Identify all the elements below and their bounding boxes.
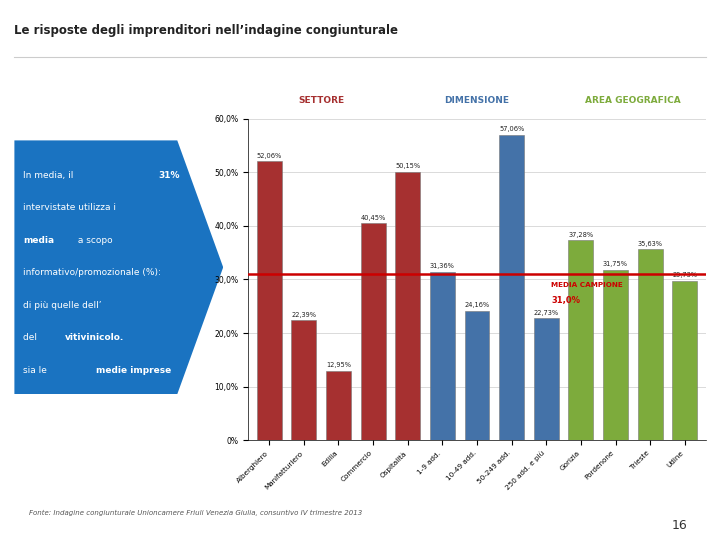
Text: 37,28%: 37,28% xyxy=(568,232,593,238)
Bar xyxy=(326,371,351,440)
Bar xyxy=(257,161,282,440)
Text: delle imprese: delle imprese xyxy=(190,171,254,180)
Text: media: media xyxy=(23,236,54,245)
Text: 35,63%: 35,63% xyxy=(638,241,662,247)
Bar xyxy=(499,134,524,440)
Text: Fonte: Indagine congiunturale Unioncamere Friuli Venezia Giulia, consuntivo IV t: Fonte: Indagine congiunturale Unioncamer… xyxy=(29,510,362,516)
Text: di più quelle dell’: di più quelle dell’ xyxy=(23,301,102,310)
Text: 31%: 31% xyxy=(158,171,180,180)
Text: 31,36%: 31,36% xyxy=(430,264,455,269)
Text: a scopo: a scopo xyxy=(75,236,112,245)
Text: micro: micro xyxy=(305,333,333,342)
Text: 12,95%: 12,95% xyxy=(326,362,351,368)
Text: informativo/promozionale (%):: informativo/promozionale (%): xyxy=(23,268,161,278)
Text: DIMENSIONE: DIMENSIONE xyxy=(444,97,510,105)
Text: vitivinicolo.: vitivinicolo. xyxy=(65,333,124,342)
Bar xyxy=(464,310,490,440)
Text: 50,15%: 50,15% xyxy=(395,163,420,169)
Bar xyxy=(638,249,662,440)
Text: del: del xyxy=(23,333,40,342)
Text: AREA GEOGRAFICA: AREA GEOGRAFICA xyxy=(585,97,680,105)
Text: social: social xyxy=(274,204,302,212)
Bar xyxy=(569,240,593,440)
Bar xyxy=(603,270,628,440)
Text: SETTORE: SETTORE xyxy=(298,97,344,105)
Text: intervistate utilizza i: intervistate utilizza i xyxy=(23,204,119,212)
Bar xyxy=(292,320,316,440)
Bar xyxy=(395,172,420,440)
Text: 31,75%: 31,75% xyxy=(603,261,628,267)
Bar xyxy=(672,281,697,440)
Text: Le risposte degli imprenditori nell’indagine congiunturale: Le risposte degli imprenditori nell’inda… xyxy=(14,24,398,37)
Text: e: e xyxy=(325,301,334,310)
Text: 40,45%: 40,45% xyxy=(361,215,386,221)
Polygon shape xyxy=(14,140,223,394)
Text: medie imprese: medie imprese xyxy=(96,366,171,375)
Text: 57,06%: 57,06% xyxy=(499,126,524,132)
Text: 22,73%: 22,73% xyxy=(534,310,559,316)
Bar xyxy=(361,224,386,440)
Bar xyxy=(430,272,455,440)
Text: In media, il: In media, il xyxy=(23,171,76,180)
Text: 22,39%: 22,39% xyxy=(292,312,316,318)
Text: 52,06%: 52,06% xyxy=(256,153,282,159)
Text: ospitalità: ospitalità xyxy=(221,301,269,310)
Text: 16: 16 xyxy=(672,519,688,532)
Text: sia le: sia le xyxy=(23,366,50,375)
Text: 24,16%: 24,16% xyxy=(464,302,490,308)
Text: 31,0%: 31,0% xyxy=(552,295,580,305)
Text: E sia le: E sia le xyxy=(200,333,238,342)
Text: 29,73%: 29,73% xyxy=(672,272,697,278)
Text: MEDIA CAMPIONE: MEDIA CAMPIONE xyxy=(552,282,624,288)
Bar xyxy=(534,319,559,440)
